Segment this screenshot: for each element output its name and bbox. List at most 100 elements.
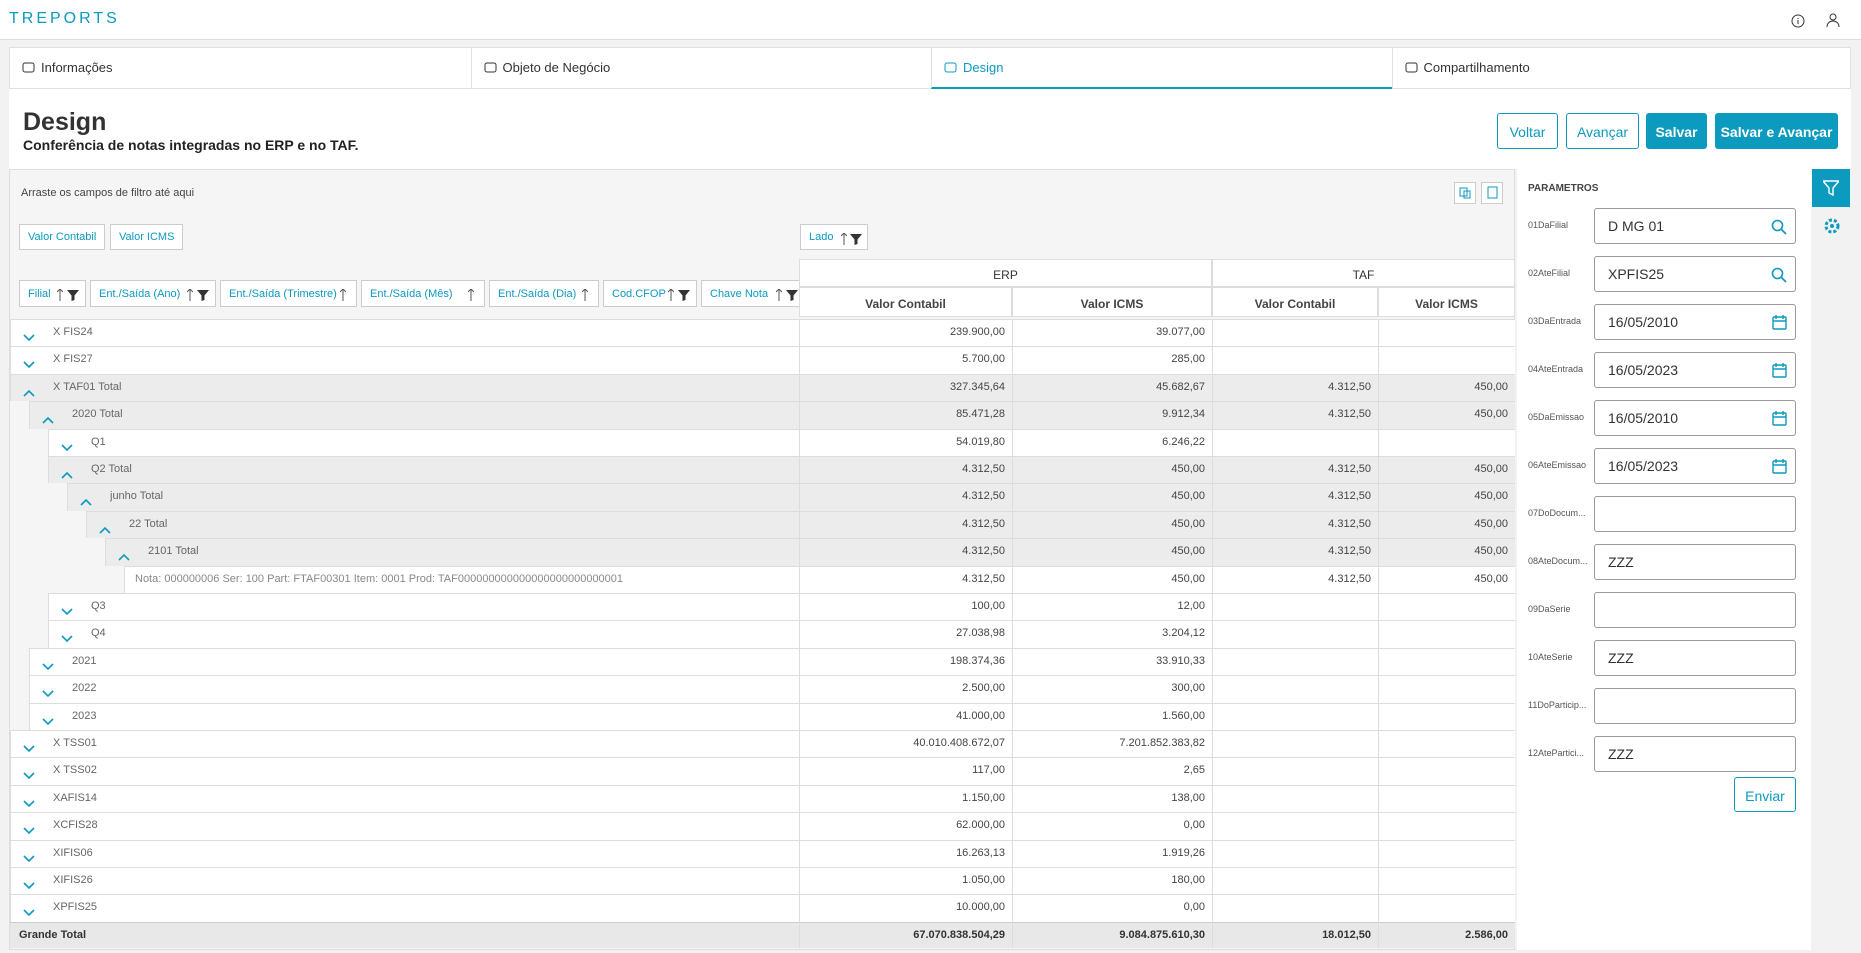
info-icon[interactable] [1791,14,1805,28]
cell [1378,538,1515,566]
cell [1212,593,1378,621]
expand-toggle[interactable] [61,466,73,479]
cell-value: 450,00 [1171,463,1205,475]
cell-value: 45.682,67 [1156,380,1205,393]
expand-toggle[interactable] [23,740,35,753]
expand-toggle[interactable] [23,329,35,342]
export-icon[interactable] [1481,182,1503,204]
expand-toggle[interactable] [99,521,111,534]
expand-toggle[interactable] [23,767,35,780]
export-icon[interactable] [1454,182,1476,204]
expand-toggle[interactable] [42,411,54,424]
page-subtitle: Conferência de notas integradas no ERP e… [23,137,359,153]
parameter-input[interactable] [1594,688,1796,724]
expand-toggle[interactable] [61,603,73,616]
expand-toggle[interactable] [61,439,73,451]
settings-toggle[interactable] [1823,217,1841,235]
expand-toggle[interactable] [23,850,35,862]
expand-toggle[interactable] [42,713,54,725]
row-field-chip[interactable]: Filial [19,280,86,307]
expand-toggle[interactable] [42,685,54,698]
cell [799,702,1012,730]
filter-icon [678,288,690,301]
button[interactable]: Salvar e Avançar [1715,113,1838,149]
button[interactable]: Avançar [1566,113,1639,149]
cell-value: 4.312,50 [962,463,1005,475]
expand-toggle[interactable] [118,548,130,561]
cell [799,510,1012,539]
parameter-input[interactable] [1594,496,1796,532]
expand-toggle[interactable] [42,658,54,670]
user-icon[interactable] [1826,13,1840,28]
cell [1378,565,1515,593]
expand-toggle[interactable] [61,630,73,643]
cell [1012,346,1212,374]
row-field-chip[interactable]: Ent./Saída (Mês) [361,280,485,307]
row [29,702,1515,730]
search-icon[interactable] [1771,219,1787,235]
expand-toggle[interactable] [23,795,35,807]
calendar-icon[interactable] [1772,411,1787,426]
row-field-chip[interactable]: Ent./Saída (Ano) [90,280,216,307]
expand-toggle[interactable] [23,904,35,917]
row-field-chip[interactable]: Chave Nota [701,280,805,307]
row-field-chip[interactable]: Ent./Saída (Dia) [489,280,599,307]
submit-button[interactable]: Enviar [1734,777,1796,812]
parameter-input[interactable]: 16/05/2010 [1594,304,1796,340]
cell [1378,483,1515,511]
cell-value: 239.900,00 [949,326,1005,338]
row-field-chip[interactable]: Cod.CFOP [603,280,697,307]
cell-value: 4.312,50 [962,545,1005,558]
chip-label: Chave Nota [710,288,769,300]
row [48,593,1515,621]
row-label: XCFIS28 [53,819,98,832]
cell [1012,894,1212,922]
row [124,565,1515,593]
parameter-input[interactable]: 16/05/2023 [1594,448,1796,484]
tab[interactable]: Objeto de Negócio [470,48,932,89]
parameter-input[interactable]: XPFIS25 [1594,256,1796,292]
tab[interactable]: Compartilhamento [1391,48,1853,89]
cell-value: 27.038,98 [956,627,1005,640]
calendar-icon[interactable] [1772,315,1787,330]
cell [1378,510,1515,539]
parameter-input[interactable]: 16/05/2023 [1594,352,1796,388]
parameter-input[interactable]: ZZZ [1594,544,1796,580]
expand-toggle[interactable] [23,384,35,397]
parameter-input[interactable] [1594,592,1796,628]
row-label: Nota: 000000006 Ser: 100 Part: FTAF00301… [135,572,624,585]
expand-toggle[interactable] [23,356,35,369]
data-field-chip[interactable]: Valor Contabil [19,224,105,250]
parameter-input[interactable]: D MG 01 [1594,208,1796,244]
cell [1012,538,1212,566]
filter-toggle[interactable] [1812,169,1850,207]
tab[interactable]: Informações [10,48,471,89]
data-field-chip[interactable]: Valor ICMS [110,224,183,250]
column-field-chip[interactable]: Lado [800,224,868,250]
expand-toggle[interactable] [80,493,92,506]
cell [1378,593,1515,621]
cell-value: 62.000,00 [956,819,1005,832]
chip-label: Ent./Saída (Trimestre) [229,288,337,300]
cell [1378,346,1515,374]
tab[interactable]: Design [931,48,1392,89]
button[interactable]: Salvar [1646,113,1707,149]
parameter-input[interactable]: ZZZ [1594,640,1796,676]
row [10,373,1515,402]
parameter-input[interactable]: ZZZ [1594,736,1796,772]
cell [1378,319,1515,347]
expand-toggle[interactable] [23,877,35,890]
cell-value: 16.263,13 [956,846,1005,859]
calendar-icon[interactable] [1772,459,1787,474]
row [48,620,1515,648]
expand-toggle[interactable] [23,822,35,835]
calendar-icon[interactable] [1772,363,1787,378]
button[interactable]: Voltar [1497,113,1558,149]
row-field-chip[interactable]: Ent./Saída (Trimestre) [220,280,357,307]
filter-icon [197,288,209,301]
parameter-input[interactable]: 16/05/2010 [1594,400,1796,436]
search-icon[interactable] [1771,267,1787,283]
grand-total-label: Grande Total [19,928,87,941]
cell-value: 1.919,26 [1162,846,1205,859]
cell-value: 117,00 [972,764,1005,777]
